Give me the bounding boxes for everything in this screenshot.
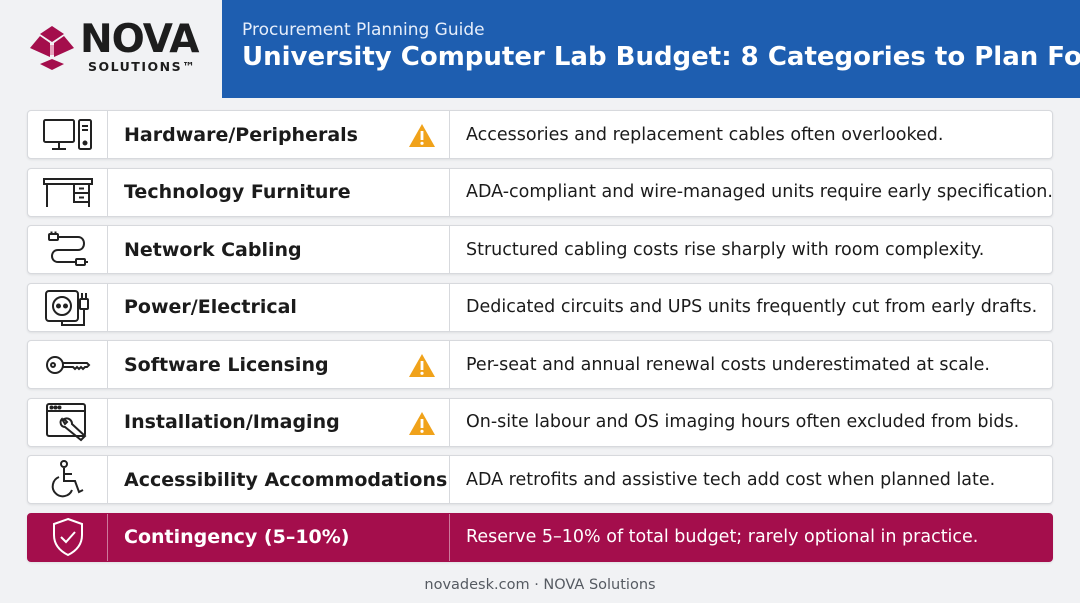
- category-list: Hardware/Peripherals Accessories and rep…: [27, 110, 1053, 570]
- category-row-accessibility: Accessibility Accommodations ADA retrofi…: [27, 455, 1053, 504]
- category-name: Software Licensing: [109, 341, 450, 388]
- category-name: Installation/Imaging: [109, 398, 450, 446]
- category-row-power: Power/Electrical Dedicated circuits and …: [27, 282, 1053, 332]
- warning-icon: [409, 411, 435, 435]
- category-description: Structured cabling costs rise sharply wi…: [466, 239, 985, 260]
- category-row-cabling: Network Cabling Structured cabling costs…: [27, 225, 1053, 274]
- computer-icon: [28, 111, 108, 158]
- desk-icon: [28, 168, 108, 216]
- category-description: ADA-compliant and wire-managed units req…: [466, 182, 1053, 202]
- header: NOVA SOLUTIONS™ Procurement Planning Gui…: [0, 0, 1080, 98]
- category-name: Technology Furniture: [109, 168, 450, 216]
- category-name: Accessibility Accommodations: [109, 456, 450, 503]
- category-description: On-site labour and OS imaging hours ofte…: [466, 412, 1020, 432]
- installation-icon: [28, 398, 108, 446]
- category-row-software: Software Licensing Per-seat and annual r…: [27, 340, 1053, 389]
- category-name: Network Cabling: [109, 226, 450, 273]
- category-description: Per-seat and annual renewal costs undere…: [466, 354, 990, 375]
- category-row-installation: Installation/Imaging On-site labour and …: [27, 397, 1053, 447]
- nova-logo-mark-icon: [30, 26, 74, 70]
- category-name: Power/Electrical: [109, 283, 450, 331]
- logo: NOVA SOLUTIONS™: [0, 0, 222, 98]
- category-row-contingency: Contingency (5–10%) Reserve 5–10% of tot…: [27, 512, 1053, 562]
- category-row-hardware: Hardware/Peripherals Accessories and rep…: [27, 110, 1053, 159]
- shield-check-icon: [28, 513, 108, 561]
- warning-icon: [409, 354, 435, 377]
- category-description: Reserve 5–10% of total budget; rarely op…: [466, 527, 979, 547]
- category-description: Accessories and replacement cables often…: [466, 124, 944, 145]
- category-name: Hardware/Peripherals: [109, 111, 450, 158]
- warning-icon: [409, 124, 435, 147]
- key-icon: [28, 341, 108, 388]
- banner-subtitle: Procurement Planning Guide: [242, 20, 485, 40]
- footer-text: novadesk.com · NOVA Solutions: [424, 577, 656, 593]
- category-row-furniture: Technology Furniture ADA-compliant and w…: [27, 167, 1053, 217]
- category-description: ADA retrofits and assistive tech add cos…: [466, 469, 996, 490]
- cable-icon: [28, 226, 108, 273]
- category-name: Contingency (5–10%): [109, 513, 450, 561]
- power-outlet-icon: [28, 283, 108, 331]
- category-description: Dedicated circuits and UPS units frequen…: [466, 297, 1038, 317]
- title-banner: Procurement Planning Guide University Co…: [222, 0, 1080, 98]
- logo-wordmark: NOVA: [80, 17, 199, 62]
- logo-tagline: SOLUTIONS™: [88, 59, 197, 74]
- page-title: University Computer Lab Budget: 8 Catego…: [242, 42, 1080, 72]
- wheelchair-icon: [28, 456, 108, 503]
